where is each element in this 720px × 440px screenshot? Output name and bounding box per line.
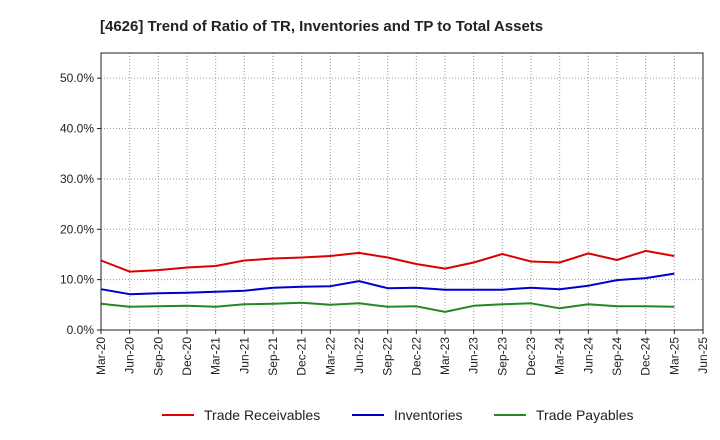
x-tick-label: Sep-20 — [151, 337, 165, 376]
y-axis-ticks: 0.0% 10.0% 20.0% 30.0% 40.0% 50.0% — [60, 71, 101, 337]
x-tick-label: Sep-23 — [495, 337, 509, 376]
x-tick-label: Dec-22 — [409, 337, 423, 376]
series-line-0 — [100, 249, 675, 273]
y-tick-label: 30.0% — [60, 172, 94, 186]
x-tick-label: Jun-22 — [352, 337, 366, 374]
legend: Trade Receivables Inventories Trade Payabl… — [162, 407, 634, 423]
x-tick-label: Jun-24 — [581, 337, 595, 374]
chart-title: [4626] Trend of Ratio of TR, Inventories… — [100, 18, 543, 35]
y-tick-label: 20.0% — [60, 222, 94, 236]
y-tick-label: 10.0% — [60, 273, 94, 287]
x-tick-label: Dec-21 — [295, 337, 309, 376]
y-tick-label: 40.0% — [60, 122, 94, 136]
x-tick-label: Dec-23 — [524, 337, 538, 376]
grid — [101, 53, 703, 330]
y-tick-label: 50.0% — [60, 71, 94, 85]
x-tick-label: Mar-20 — [94, 337, 108, 375]
x-tick-label: Jun-21 — [237, 337, 251, 374]
x-tick-label: Sep-22 — [381, 337, 395, 376]
legend-label-0: Trade Receivables — [204, 407, 320, 423]
series-lines — [100, 249, 675, 313]
x-tick-label: Sep-21 — [266, 337, 280, 376]
x-tick-label: Jun-23 — [467, 337, 481, 374]
plot-frame — [100, 52, 704, 331]
legend-label-1: Inventories — [394, 407, 462, 423]
x-axis-ticks: Mar-20 Jun-20 Sep-20 Dec-20 Mar-21 Jun-21 Sep-… — [94, 330, 710, 376]
x-tick-label: Dec-20 — [180, 337, 194, 376]
x-tick-label: Mar-24 — [553, 337, 567, 375]
x-tick-label: Jun-25 — [696, 337, 710, 374]
series-line-2 — [100, 301, 675, 313]
x-tick-label: Mar-22 — [323, 337, 337, 375]
x-tick-label: Sep-24 — [610, 337, 624, 376]
x-tick-label: Mar-25 — [667, 337, 681, 375]
x-tick-label: Jun-20 — [123, 337, 137, 374]
x-tick-label: Mar-21 — [209, 337, 223, 375]
y-tick-label: 0.0% — [67, 323, 95, 337]
legend-label-2: Trade Payables — [536, 407, 634, 423]
x-tick-label: Dec-24 — [639, 337, 653, 376]
x-tick-label: Mar-23 — [438, 337, 452, 375]
series-line-1 — [100, 272, 675, 296]
